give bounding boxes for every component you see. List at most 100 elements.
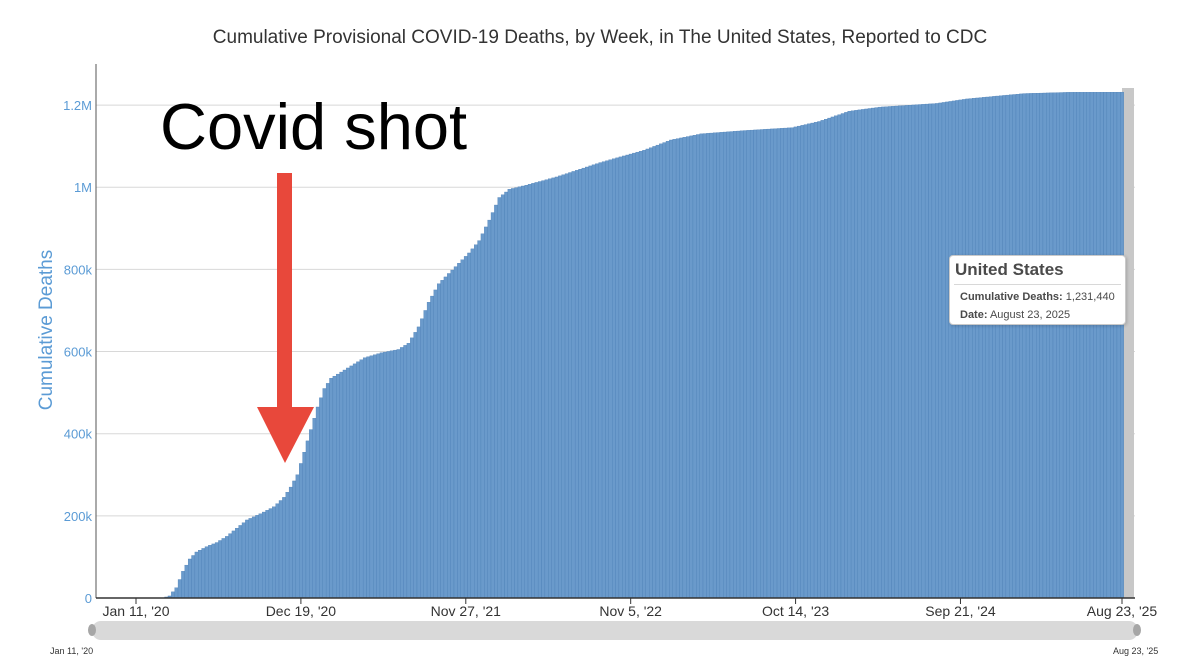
bar[interactable] [652,146,657,599]
bar[interactable] [1056,92,1060,599]
bar[interactable] [1012,94,1017,599]
bar[interactable] [995,95,1000,599]
bar[interactable] [399,347,404,599]
bar[interactable] [204,546,209,599]
bar[interactable] [1049,92,1054,599]
bar[interactable] [1036,93,1040,599]
bar[interactable] [504,191,509,599]
bar[interactable] [292,480,297,599]
bar[interactable] [218,540,222,599]
bar[interactable] [265,510,270,599]
navigator-track[interactable] [92,621,1138,640]
bar[interactable] [494,204,498,599]
bar[interactable] [756,129,761,599]
bar[interactable] [393,349,397,599]
bar[interactable] [511,188,515,599]
bar[interactable] [894,105,899,599]
bar[interactable] [1046,92,1050,599]
bar[interactable] [904,105,909,599]
bar[interactable] [729,131,734,599]
bar[interactable] [416,326,421,599]
bar[interactable] [692,135,697,599]
bar[interactable] [184,564,189,599]
bar[interactable] [470,248,475,599]
bar[interactable] [507,189,512,599]
bar[interactable] [1106,92,1111,599]
bar[interactable] [201,548,206,599]
bar[interactable] [1089,92,1094,599]
bar[interactable] [463,256,468,599]
bar[interactable] [288,486,293,599]
bar[interactable] [935,103,939,599]
bar[interactable] [191,555,196,599]
bar[interactable] [1052,92,1057,599]
bar[interactable] [1002,95,1007,599]
bar[interactable] [578,169,583,599]
bar[interactable] [275,503,280,599]
bar[interactable] [477,240,482,599]
bar[interactable] [527,184,532,599]
bar[interactable] [194,551,199,599]
bar[interactable] [1042,92,1047,599]
bar[interactable] [824,119,828,599]
bar[interactable] [272,506,276,599]
bar[interactable] [521,185,525,599]
bar[interactable] [1022,93,1027,599]
bar[interactable] [797,125,801,599]
bar[interactable] [760,129,764,599]
bar[interactable] [187,558,192,599]
bar[interactable] [386,351,391,599]
bar[interactable] [601,161,606,599]
bar[interactable] [988,96,993,599]
bar[interactable] [325,383,330,599]
bar[interactable] [1099,92,1104,599]
bar[interactable] [595,163,599,599]
bar[interactable] [817,121,821,599]
bar[interactable] [467,252,472,599]
bar[interactable] [763,129,768,599]
bar[interactable] [474,244,478,599]
bar[interactable] [497,197,502,599]
bar[interactable] [877,106,882,599]
bar[interactable] [349,365,354,599]
bar[interactable] [214,542,219,599]
bar[interactable] [534,182,539,599]
bar[interactable] [948,101,953,599]
bar[interactable] [312,418,317,599]
bar[interactable] [376,353,381,599]
bar[interactable] [359,359,364,599]
bar[interactable] [315,406,320,599]
bar[interactable] [655,144,660,599]
bar[interactable] [558,175,562,599]
bar[interactable] [208,545,212,599]
bar[interactable] [537,181,542,599]
bar[interactable] [1025,93,1030,599]
bar[interactable] [773,128,778,599]
bar[interactable] [887,106,892,599]
bar[interactable] [480,233,485,599]
bar[interactable] [1093,92,1097,599]
bar[interactable] [548,178,552,599]
bar[interactable] [702,133,707,599]
bar[interactable] [1086,92,1091,599]
bar[interactable] [282,497,286,599]
bar[interactable] [1069,92,1074,599]
bar[interactable] [225,536,229,599]
bar[interactable] [262,511,266,599]
bar[interactable] [632,152,636,599]
bar[interactable] [638,151,643,599]
bar[interactable] [443,276,448,599]
bar[interactable] [383,351,387,599]
bar[interactable] [373,354,377,599]
bar[interactable] [561,174,566,599]
bar[interactable] [440,280,445,599]
bar[interactable] [961,99,966,599]
bar[interactable] [369,355,374,599]
bar[interactable] [723,131,727,599]
bar[interactable] [982,97,986,599]
bar[interactable] [689,135,694,599]
bar[interactable] [1083,92,1087,599]
bar[interactable] [985,96,990,599]
bar[interactable] [726,131,731,599]
bar[interactable] [177,579,182,599]
